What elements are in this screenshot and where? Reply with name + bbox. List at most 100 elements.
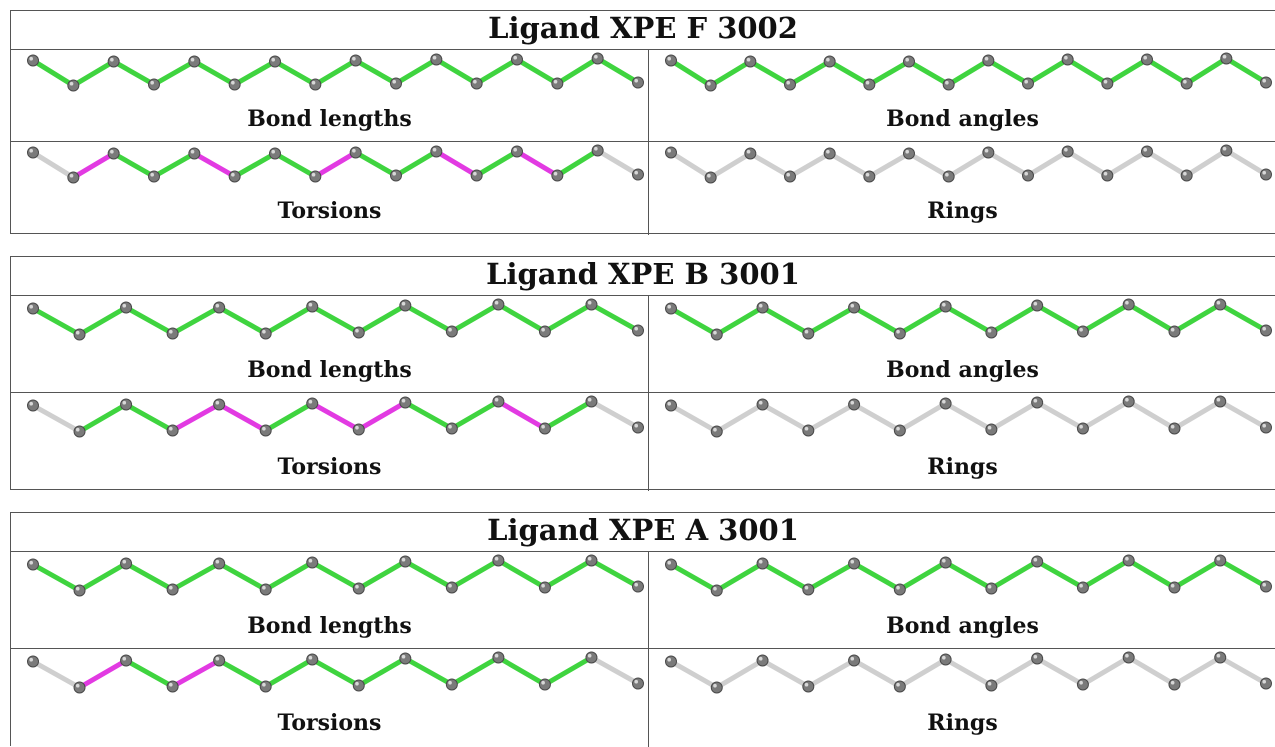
atom xyxy=(710,584,723,597)
bond-magenta xyxy=(191,151,238,179)
atom-highlight xyxy=(473,171,477,176)
bond-green xyxy=(542,655,594,687)
atom-highlight xyxy=(432,55,437,60)
panel-bond-angles: Bond angles xyxy=(649,552,1275,648)
atom xyxy=(632,76,644,89)
atom xyxy=(863,170,876,183)
molecule-chain xyxy=(27,298,644,341)
bond-green xyxy=(1080,558,1132,590)
atom xyxy=(903,55,915,68)
atom-highlight xyxy=(1170,680,1175,685)
atom-highlight xyxy=(169,682,173,687)
panel-label: Rings xyxy=(927,710,998,736)
atom xyxy=(445,422,458,435)
atom-highlight xyxy=(432,147,437,152)
atom-highlight xyxy=(713,330,717,335)
atom xyxy=(430,145,443,158)
bond-green xyxy=(123,305,176,336)
atom xyxy=(1168,678,1181,691)
atom-highlight xyxy=(942,302,946,307)
atom xyxy=(430,53,443,66)
atom xyxy=(259,680,272,693)
atom xyxy=(213,398,226,411)
bond-green xyxy=(309,560,362,591)
bond-magenta xyxy=(495,399,548,431)
atom-highlight xyxy=(190,57,195,62)
molecule-chain xyxy=(27,52,644,92)
atom-highlight xyxy=(896,329,900,334)
bond-green xyxy=(449,558,501,590)
atom xyxy=(309,170,322,183)
atom-highlight xyxy=(1262,679,1266,684)
atom-highlight xyxy=(308,558,313,563)
atom-highlight xyxy=(634,679,638,684)
atom xyxy=(445,678,458,691)
atom xyxy=(511,53,523,66)
bond-magenta xyxy=(312,150,359,179)
bond-green xyxy=(272,151,318,179)
atom-highlight xyxy=(987,584,992,589)
bond-green xyxy=(353,150,399,178)
bond-green xyxy=(897,304,949,336)
atom xyxy=(120,301,133,314)
divider xyxy=(11,392,1275,393)
bond-green xyxy=(356,303,408,335)
atom-highlight xyxy=(667,560,671,565)
atom xyxy=(166,327,179,340)
atom xyxy=(585,395,598,408)
atom xyxy=(1260,421,1272,434)
block-title: Ligand XPE B 3001 xyxy=(486,257,800,291)
atom-highlight xyxy=(1125,397,1129,402)
atom xyxy=(665,146,677,159)
panel-label: Bond lengths xyxy=(247,106,412,132)
atom xyxy=(784,170,796,183)
atom-highlight xyxy=(905,57,909,62)
panel-label: Torsions xyxy=(277,198,382,224)
atom xyxy=(228,170,241,183)
atom-highlight xyxy=(587,556,592,561)
atom-highlight xyxy=(355,328,359,333)
atom xyxy=(1180,169,1193,182)
atom-highlight xyxy=(75,330,80,335)
atom xyxy=(67,79,80,92)
atom-highlight xyxy=(122,559,127,564)
atom-highlight xyxy=(1079,327,1083,332)
panel-label: Bond angles xyxy=(886,106,1039,132)
bond-green xyxy=(356,559,408,591)
atom xyxy=(893,583,906,596)
atom xyxy=(710,681,723,694)
bond-green xyxy=(668,562,720,593)
bond-magenta xyxy=(433,149,480,178)
atom xyxy=(551,169,564,182)
molecule-chain xyxy=(665,651,1272,694)
atom-highlight xyxy=(942,399,946,404)
bond-green xyxy=(851,305,903,336)
atom xyxy=(823,55,836,68)
panel-label: Bond lengths xyxy=(247,613,412,639)
atom-highlight xyxy=(401,557,406,562)
atom xyxy=(1076,581,1089,594)
atom-highlight xyxy=(942,558,946,563)
bond-green xyxy=(70,59,117,88)
atom-highlight xyxy=(826,149,830,154)
atom xyxy=(744,55,757,68)
block-title: Ligand XPE F 3002 xyxy=(488,11,798,45)
bond-green xyxy=(542,302,594,334)
atom-highlight xyxy=(75,683,80,688)
divider xyxy=(11,648,1275,649)
panel-bond-lengths: Bond lengths xyxy=(11,50,648,141)
panel-rings: Rings xyxy=(649,393,1275,490)
atom xyxy=(893,680,906,693)
panel-bond-lengths: Bond lengths xyxy=(11,296,648,392)
atom-highlight xyxy=(29,657,33,662)
atom-highlight xyxy=(541,680,545,685)
atom xyxy=(985,679,998,692)
atom-highlight xyxy=(1064,55,1068,60)
atom xyxy=(1214,651,1227,664)
atom-highlight xyxy=(1033,301,1038,306)
bond-green xyxy=(714,305,766,337)
atom-highlight xyxy=(541,327,545,332)
atom-highlight xyxy=(1143,55,1147,60)
panel-label: Bond angles xyxy=(886,357,1039,383)
bond-green xyxy=(542,399,594,431)
